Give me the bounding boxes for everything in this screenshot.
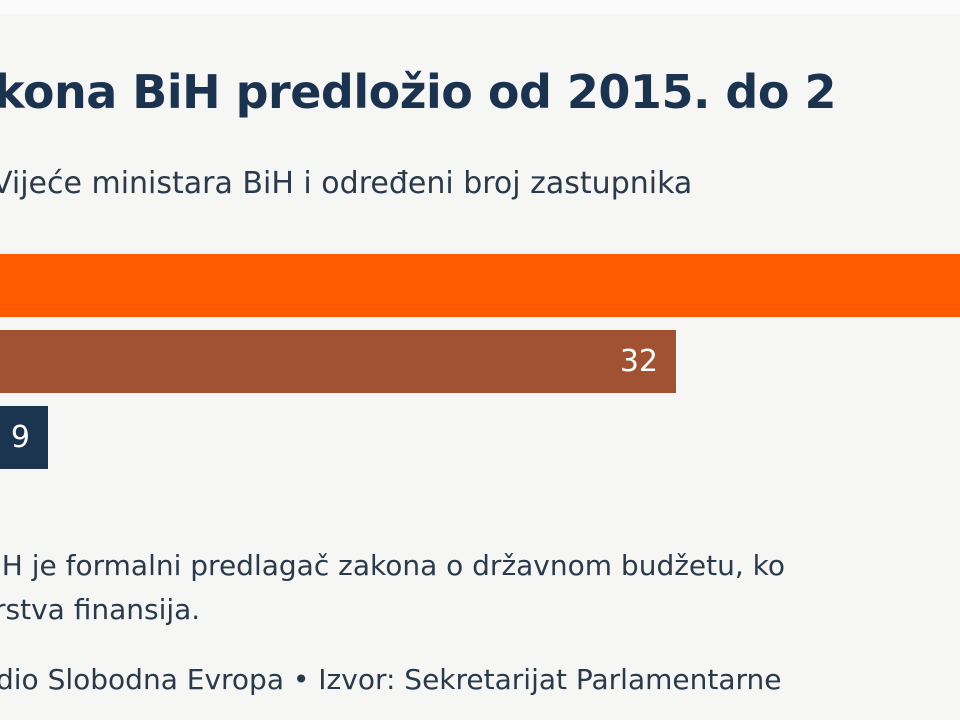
top-band bbox=[0, 0, 960, 14]
chart-subtitle: Vijeće ministara BiH i određeni broj zas… bbox=[0, 166, 693, 201]
chart-note: iH je formalni predlagač zakona o državn… bbox=[0, 544, 785, 632]
chart-source: dio Slobodna Evropa • Izvor: Sekretarija… bbox=[0, 663, 782, 696]
note-line-1: iH je formalni predlagač zakona o državn… bbox=[0, 549, 786, 582]
bar-3: 9 bbox=[0, 406, 48, 469]
chart-title: kona BiH predložio od 2015. do 2 bbox=[0, 65, 837, 119]
note-line-2: rstva finansija. bbox=[0, 593, 201, 626]
bar-1 bbox=[0, 254, 960, 317]
bar-2: 32 bbox=[0, 330, 676, 393]
bar-2-value: 32 bbox=[619, 344, 658, 379]
bar-3-value: 9 bbox=[10, 420, 30, 455]
